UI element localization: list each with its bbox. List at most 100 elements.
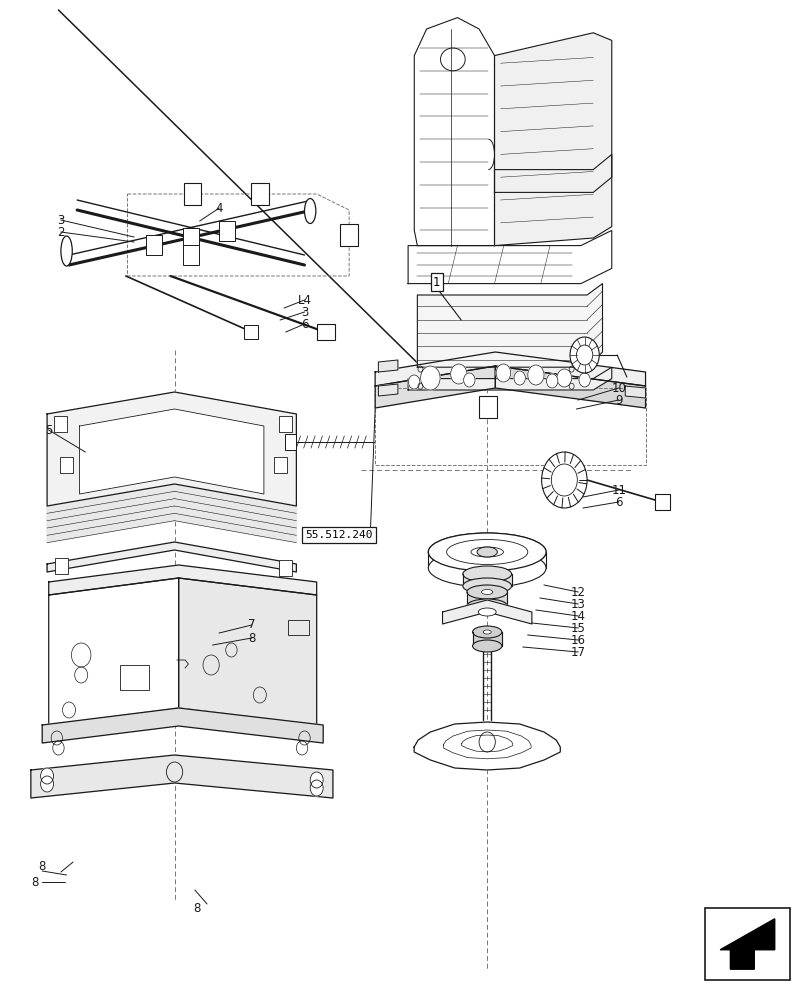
- Circle shape: [310, 772, 323, 788]
- Ellipse shape: [466, 599, 507, 613]
- Text: 14: 14: [570, 609, 585, 622]
- Circle shape: [463, 373, 474, 387]
- Circle shape: [420, 366, 440, 390]
- Bar: [288, 620, 308, 635]
- Polygon shape: [442, 600, 531, 624]
- Bar: [279, 560, 292, 576]
- Bar: [219, 221, 235, 241]
- Text: 3: 3: [57, 214, 65, 227]
- Circle shape: [569, 337, 599, 373]
- Polygon shape: [174, 484, 296, 543]
- Circle shape: [527, 365, 543, 385]
- Ellipse shape: [427, 533, 545, 571]
- Text: 6: 6: [614, 495, 622, 508]
- Circle shape: [450, 364, 466, 384]
- Polygon shape: [174, 484, 296, 535]
- Polygon shape: [47, 484, 174, 521]
- Ellipse shape: [483, 630, 491, 634]
- Circle shape: [41, 768, 54, 784]
- Polygon shape: [494, 33, 611, 246]
- Text: 2: 2: [57, 226, 65, 238]
- Text: 8: 8: [193, 902, 201, 914]
- Text: 8: 8: [38, 859, 46, 872]
- Polygon shape: [174, 484, 296, 513]
- Bar: [279, 416, 292, 432]
- Bar: [120, 665, 148, 690]
- Text: L4: L4: [297, 294, 311, 306]
- Bar: [273, 457, 286, 473]
- Polygon shape: [495, 366, 645, 408]
- Circle shape: [578, 373, 590, 387]
- Circle shape: [546, 374, 557, 388]
- Text: 8: 8: [247, 632, 255, 645]
- Text: 1: 1: [432, 275, 440, 288]
- Text: 9: 9: [614, 393, 622, 406]
- Text: 11: 11: [611, 484, 625, 496]
- Polygon shape: [408, 230, 611, 284]
- Bar: [251, 183, 268, 205]
- Polygon shape: [47, 484, 174, 513]
- Ellipse shape: [427, 533, 545, 571]
- Polygon shape: [494, 154, 611, 192]
- Bar: [243, 325, 258, 339]
- Bar: [146, 235, 162, 255]
- Polygon shape: [414, 722, 560, 770]
- Text: 10: 10: [611, 381, 625, 394]
- Polygon shape: [47, 484, 174, 535]
- Bar: [182, 245, 199, 265]
- Text: 16: 16: [570, 634, 585, 647]
- Polygon shape: [174, 484, 296, 521]
- Text: 8: 8: [31, 876, 39, 888]
- Polygon shape: [719, 919, 774, 969]
- Polygon shape: [472, 632, 501, 646]
- Text: 15: 15: [570, 621, 585, 635]
- Circle shape: [513, 371, 525, 385]
- Bar: [316, 324, 334, 340]
- Text: 17: 17: [570, 646, 585, 658]
- Circle shape: [576, 345, 592, 365]
- Ellipse shape: [466, 585, 507, 599]
- Bar: [654, 494, 669, 510]
- Bar: [704, 908, 789, 980]
- Circle shape: [556, 369, 571, 387]
- Circle shape: [310, 780, 323, 796]
- Ellipse shape: [462, 566, 511, 582]
- Polygon shape: [47, 392, 296, 506]
- Polygon shape: [47, 484, 174, 528]
- Polygon shape: [79, 409, 264, 494]
- Polygon shape: [378, 384, 397, 396]
- Polygon shape: [414, 18, 494, 246]
- Text: 4: 4: [215, 202, 223, 215]
- Ellipse shape: [478, 608, 496, 616]
- Circle shape: [41, 776, 54, 792]
- Polygon shape: [375, 352, 645, 386]
- Ellipse shape: [304, 198, 315, 224]
- Bar: [285, 434, 296, 450]
- Bar: [60, 457, 73, 473]
- Bar: [182, 228, 199, 248]
- Polygon shape: [47, 542, 296, 572]
- Circle shape: [551, 464, 577, 496]
- Text: 12: 12: [570, 585, 585, 598]
- Text: 7: 7: [247, 618, 255, 632]
- Circle shape: [541, 452, 586, 508]
- Bar: [55, 558, 68, 574]
- Circle shape: [496, 364, 510, 382]
- Polygon shape: [417, 284, 602, 367]
- Ellipse shape: [61, 236, 72, 266]
- Ellipse shape: [472, 640, 501, 652]
- Polygon shape: [466, 592, 507, 606]
- Polygon shape: [375, 366, 495, 408]
- Ellipse shape: [472, 626, 501, 638]
- Ellipse shape: [476, 547, 496, 557]
- Bar: [478, 396, 496, 418]
- Polygon shape: [462, 574, 511, 586]
- Polygon shape: [49, 565, 316, 595]
- Text: 5: 5: [45, 424, 53, 436]
- Polygon shape: [42, 708, 323, 743]
- Bar: [54, 416, 67, 432]
- Bar: [340, 224, 358, 246]
- Ellipse shape: [462, 578, 511, 594]
- Polygon shape: [174, 484, 296, 528]
- Ellipse shape: [481, 589, 492, 594]
